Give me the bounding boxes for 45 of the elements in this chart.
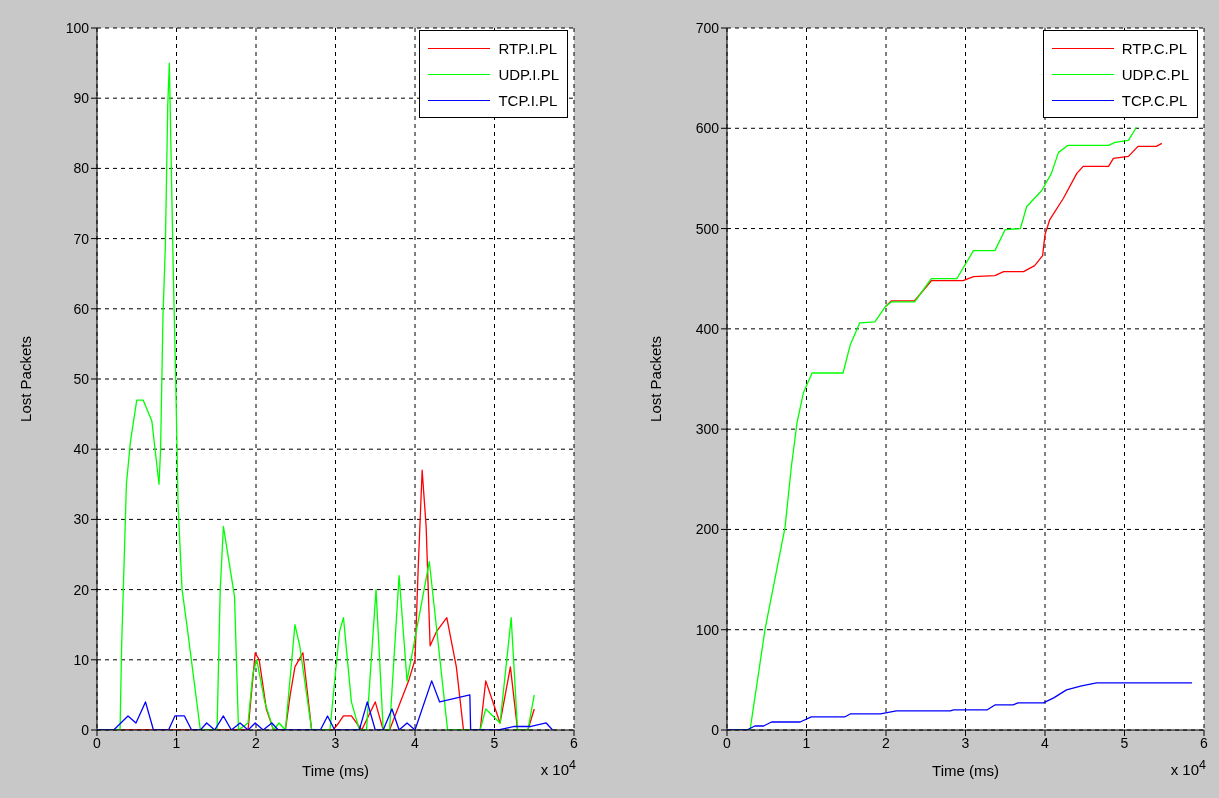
x-tick-label: 2: [252, 734, 261, 751]
y-axis-title: Lost Packets: [17, 336, 35, 422]
x-tick-label: 0: [723, 734, 732, 751]
legend-label: UDP.I.PL: [498, 65, 559, 83]
legend-label: RTP.I.PL: [498, 39, 558, 57]
x-tick-label: 4: [411, 734, 420, 751]
legend-label: RTP.C.PL: [1121, 39, 1188, 57]
legend-label: TCP.I.PL: [498, 91, 558, 109]
text: x 10$^{4}$: [540, 758, 576, 778]
y-tick-label: 200: [695, 521, 720, 538]
y-axis-title: Lost Packets: [647, 336, 665, 422]
legend-label: UDP.C.PL: [1121, 65, 1189, 83]
x-tick-label: 5: [490, 734, 499, 751]
x-tick-label: 2: [882, 734, 891, 751]
y-tick-label: 70: [73, 230, 90, 247]
y-tick-label: 20: [73, 581, 90, 598]
y-tick-label: 50: [73, 370, 90, 387]
x-tick-label: 5: [1120, 734, 1129, 751]
y-tick-label: 10: [73, 651, 90, 668]
y-tick-label: 500: [695, 220, 720, 237]
y-tick-label: 0: [81, 721, 90, 738]
x-axis-title: Time (ms): [932, 762, 999, 779]
y-tick-label: 60: [73, 300, 90, 317]
x-tick-label: 4: [1041, 734, 1050, 751]
x-tick-label: 3: [961, 734, 970, 751]
x-axis-title: Time (ms): [302, 762, 369, 779]
y-tick-label: 40: [73, 441, 90, 458]
y-tick-label: 300: [695, 421, 720, 438]
legend-label: TCP.C.PL: [1121, 91, 1188, 109]
text: x 10$^{4}$: [1170, 758, 1206, 778]
x-tick-label: 6: [570, 734, 579, 751]
y-tick-label: 100: [65, 19, 90, 36]
y-tick-label: 0: [711, 721, 720, 738]
y-tick-label: 700: [695, 19, 720, 36]
y-tick-label: 600: [695, 120, 720, 137]
x-tick-label: 3: [331, 734, 340, 751]
y-tick-label: 100: [695, 621, 720, 638]
x-tick-label: 1: [172, 734, 181, 751]
y-tick-label: 90: [73, 90, 90, 107]
x-tick-label: 1: [802, 734, 811, 751]
y-tick-label: 80: [73, 160, 90, 177]
y-tick-label: 400: [695, 320, 720, 337]
y-tick-label: 30: [73, 511, 90, 528]
x-tick-label: 0: [93, 734, 102, 751]
x-tick-label: 6: [1200, 734, 1209, 751]
